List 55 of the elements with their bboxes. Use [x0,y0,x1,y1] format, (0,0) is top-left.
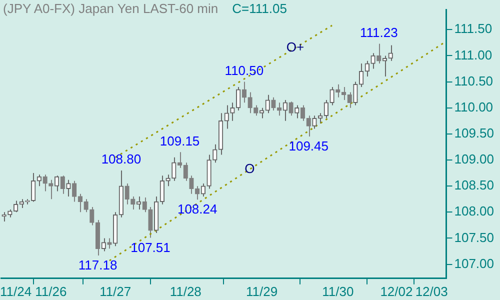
candlestick [212,144,218,164]
annotation: 110.50 [224,62,264,78]
y-tick-label: 107.50 [454,230,494,245]
annotation: 117.18 [78,258,118,273]
candlestick [288,101,294,116]
x-tick-label: 12/03 [415,284,448,299]
candlestick [172,156,176,182]
annotation: O+ [286,39,304,54]
y-tick-label: 108.50 [454,178,494,193]
candlestick [294,104,300,119]
annotation: 108.80 [101,152,142,167]
y-tick-label: 110.50 [454,73,494,88]
y-tick-label: 109.00 [454,152,494,167]
y-tick-label: 111.00 [454,47,492,62]
candlestick [54,175,60,192]
candlestick [72,180,77,202]
candlestick [242,81,247,104]
annotation: 109.15 [160,133,200,148]
annotation: 108.24 [177,202,218,217]
x-tick-label: 11/24 [0,284,32,299]
candlestick [66,179,71,198]
candlestick [248,92,252,114]
x-tick-label: 11/26 [35,284,67,299]
y-tick-label: 108.00 [454,204,494,219]
candlestick [2,212,6,222]
candlestick [42,174,48,192]
chart-title: (JPY A0-FX) Japan Yen LAST-60 min [3,1,218,16]
candlestick [265,94,270,114]
chart-subtitle: C=111.05 [232,1,287,16]
candlestick [189,175,194,194]
candlestick [90,206,94,226]
y-tick-label: 110.00 [454,99,494,114]
annotation: 107.51 [130,240,170,255]
y-tick-label: 111.50 [454,21,492,36]
candlestick [282,100,288,122]
x-tick-label: 11/30 [322,284,354,299]
annotation: O [244,160,255,176]
candlestick [142,197,147,213]
candlestick [124,182,130,205]
candlestick [60,175,65,194]
y-tick-label: 109.50 [454,126,494,141]
x-tick-label: 12/02 [380,284,413,299]
candlestick [48,179,54,200]
candlestick [259,107,264,119]
candlestick [148,206,153,238]
x-tick-label: 11/27 [100,284,132,299]
candlestick [107,238,112,250]
annotation: 109.45 [288,138,328,154]
candlestick [370,52,376,70]
x-tick-label: 11/29 [246,284,278,299]
x-tick-label: 11/28 [170,284,202,299]
candlestick [254,104,258,116]
candlestick [101,238,106,252]
y-tick-label: 107.00 [454,256,494,271]
annotation: 111.23 [360,24,398,40]
